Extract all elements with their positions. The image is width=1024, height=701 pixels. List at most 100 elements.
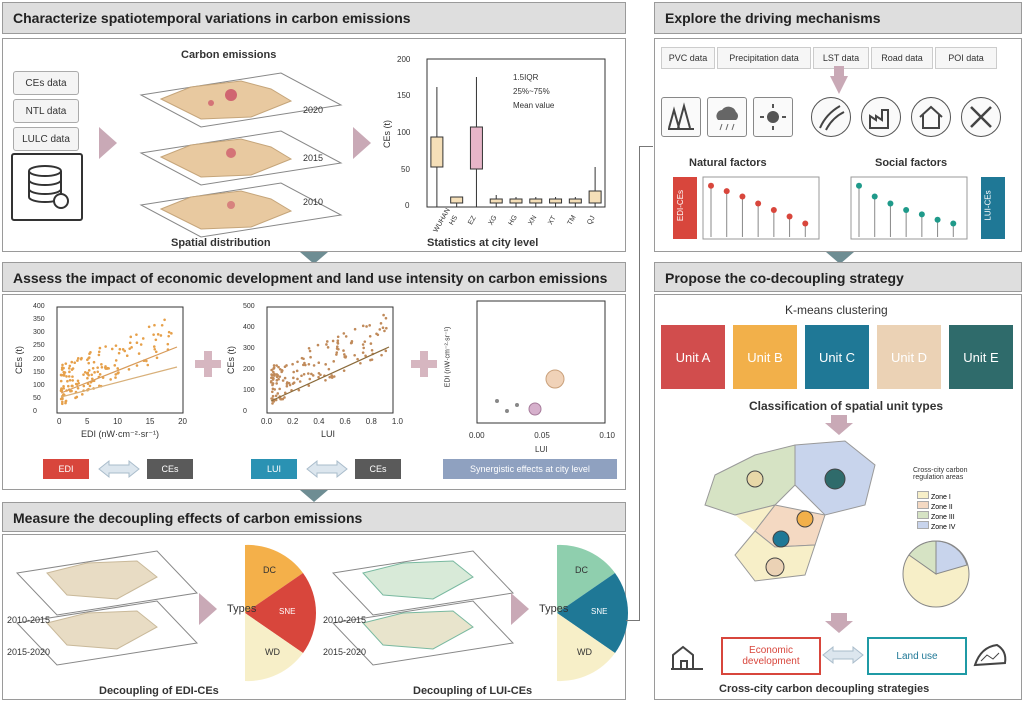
scatter-point (283, 396, 286, 399)
scatter-point (154, 338, 158, 342)
scatter-point (270, 397, 273, 400)
scatter-point (60, 373, 64, 377)
scatter-point (297, 388, 301, 392)
scatter-point (128, 347, 131, 350)
tools-icon (961, 97, 1001, 137)
scatter2-ytick: 300 (243, 345, 255, 352)
scatter-point (302, 372, 306, 376)
tab-precipitation: Precipitation data (717, 47, 811, 69)
scatter1-ylabel: CEs (t) (14, 346, 24, 374)
box-rect (588, 190, 602, 204)
spatial-caption: Spatial distribution (171, 237, 271, 249)
scatter-point (125, 354, 129, 358)
connector-line-top (639, 146, 653, 147)
scatter-point (97, 350, 101, 354)
panel-measure: 2010-2015 2015-2020 Types DC SNE WD Deco… (2, 534, 629, 700)
tab-road: Road data (871, 47, 933, 69)
scatter-point (281, 379, 285, 382)
scatter-point (87, 369, 91, 372)
header-propose: Propose the co-decoupling strategy (654, 262, 1022, 292)
scatter-point (361, 343, 365, 346)
scatter-point (370, 358, 374, 361)
scatter-point (292, 376, 295, 380)
scatter-point (342, 349, 345, 352)
scatter-point (64, 362, 68, 365)
scatter2-xlabel: LUI (321, 429, 336, 439)
land-icon (971, 637, 1011, 673)
lollipop-right (850, 176, 968, 240)
scatter-point (296, 377, 299, 381)
scatter-point (343, 353, 346, 356)
header-measure: Measure the decoupling effects of carbon… (2, 502, 626, 532)
decoupling-caption-right: Decoupling of LUI-CEs (413, 685, 533, 697)
scatter-point (128, 341, 132, 345)
econ-dev-label: Economic development (742, 645, 800, 667)
scatter-point (382, 313, 385, 317)
zone-pie (902, 540, 970, 608)
city-icon (669, 637, 705, 673)
scatter-point (100, 366, 104, 369)
lollipop-left (702, 176, 820, 240)
scatter2-ylabel: CEs (t) (226, 346, 236, 374)
scatter-point (273, 388, 277, 391)
data-source-ces: CEs data (13, 71, 79, 95)
scatter-point (129, 335, 133, 339)
scatter-point (275, 373, 279, 376)
down-arrow-2 (300, 490, 328, 502)
scatter-point (153, 347, 157, 351)
scatter-point (155, 356, 159, 360)
scatter-lui-ces (266, 306, 394, 414)
scatter-point (283, 376, 287, 380)
classification-label: Classification of spatial unit types (749, 399, 944, 413)
scatter-point (344, 335, 348, 338)
wedge-wd-right: WD (577, 647, 592, 657)
scatter-point (163, 318, 166, 322)
scatter-point (285, 384, 289, 388)
scatter-point (309, 355, 312, 359)
lollipop-dot (887, 200, 894, 207)
scatter-point (336, 342, 340, 345)
scatter-point (152, 333, 155, 336)
scatter-point (90, 373, 94, 377)
scatter-point (364, 354, 367, 358)
scatter-point (383, 329, 386, 333)
lollipop-dot (934, 216, 941, 223)
scatter-point (76, 357, 80, 360)
scatter-point (332, 375, 336, 378)
scatter-point (68, 378, 72, 382)
land-use-box: Land use (867, 637, 967, 675)
decoupling-maps-right (331, 550, 515, 666)
scatter-point (283, 391, 287, 395)
scatter-point (379, 322, 383, 325)
scatter-point (292, 370, 295, 374)
scatter-point (285, 382, 289, 386)
scatter-point (277, 365, 280, 369)
database-icon (11, 153, 83, 221)
scatter-point (60, 389, 63, 393)
scatter-point (61, 400, 64, 404)
scatter-point (312, 364, 316, 367)
scatter-point (117, 371, 120, 374)
tab-poi: POI data (935, 47, 997, 69)
factory-icon (861, 97, 901, 137)
scatter-point (335, 351, 339, 354)
scatter-point (114, 359, 118, 362)
scatter-point (167, 330, 171, 334)
scatter-point (68, 370, 71, 374)
scatter-point (66, 379, 69, 383)
scatter-point (96, 370, 100, 374)
scatter-point (61, 363, 64, 367)
scatter-point (278, 375, 282, 378)
unit-c: Unit C (805, 325, 869, 389)
scatter-point (62, 370, 66, 374)
scatter-point (365, 325, 368, 328)
scatter-point (90, 377, 94, 381)
bubble-xtick: 0.00 (469, 431, 485, 440)
tab-pvc: PVC data (661, 47, 715, 69)
scatter1-ytick: 0 (33, 408, 37, 415)
scatter-point (71, 379, 74, 382)
box-rect (568, 198, 582, 204)
data-source-ntl: NTL data (13, 99, 79, 123)
panel-characterize: CEs data NTL data LULC data Carbon emiss… (2, 38, 626, 252)
scatter2-xtick: 1.0 (391, 417, 403, 426)
